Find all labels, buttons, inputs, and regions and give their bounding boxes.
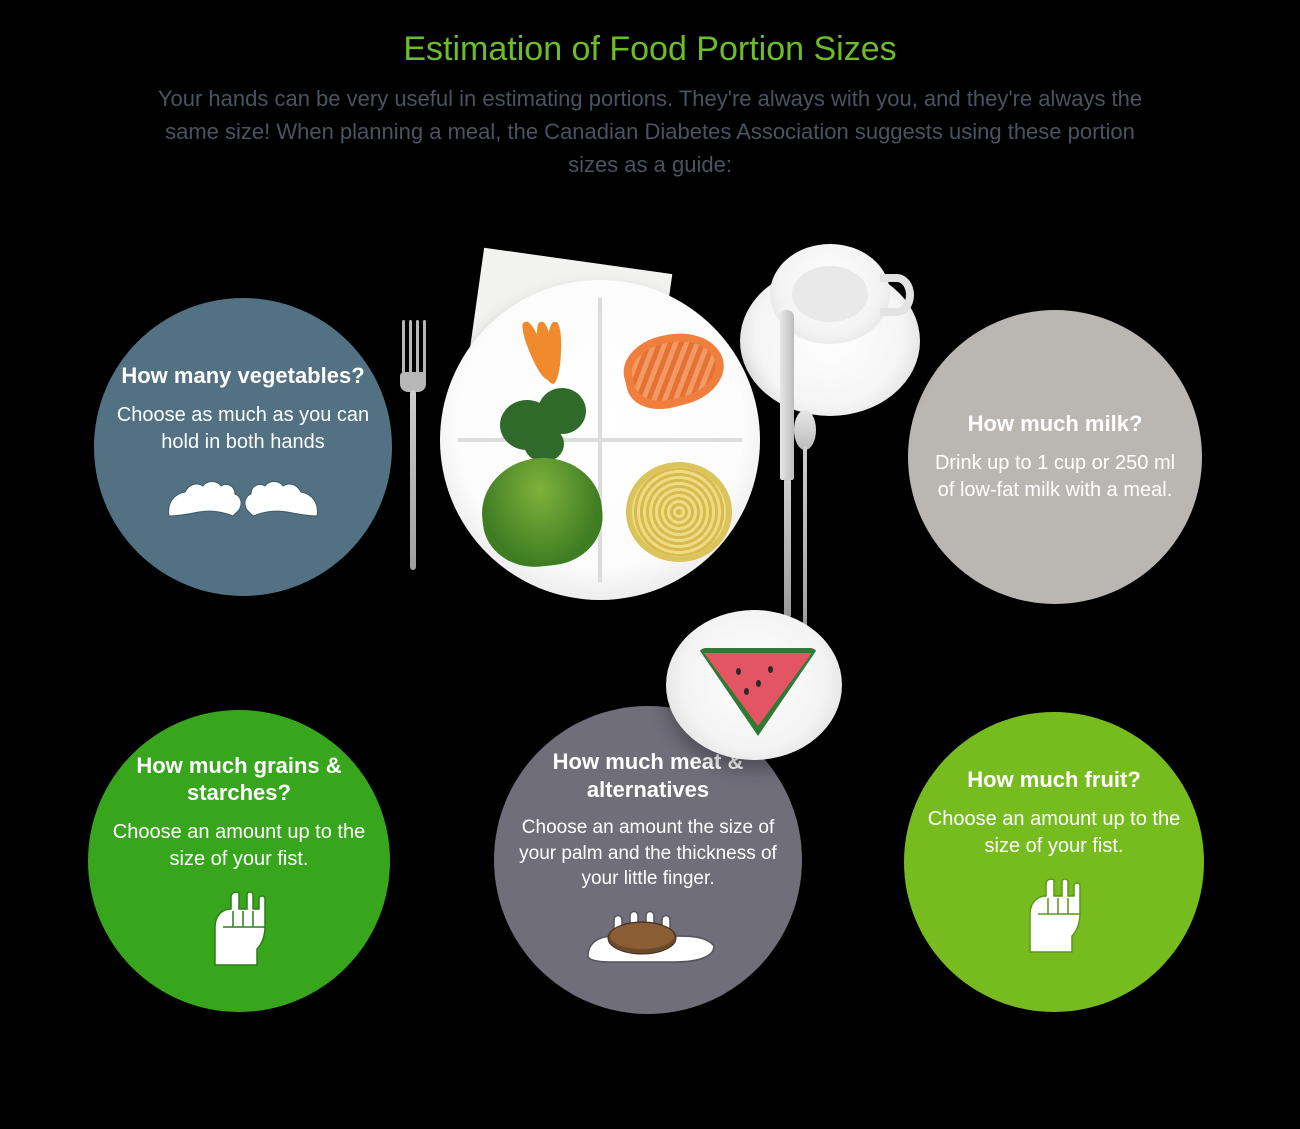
two-hands-icon	[163, 470, 323, 532]
circle-grains: How much grains & starches? Choose an am…	[88, 710, 390, 1012]
infographic-container: Estimation of Food Portion Sizes Your ha…	[0, 0, 1300, 1129]
cup-and-saucer	[740, 226, 920, 406]
fruit-answer: Choose an amount up to the size of your …	[926, 806, 1182, 860]
milk-answer: Drink up to 1 cup or 250 ml of low-fat m…	[930, 450, 1180, 504]
fist-icon	[197, 887, 281, 971]
grains-question: How much grains & starches?	[110, 752, 368, 807]
knife-icon	[776, 310, 798, 620]
circle-milk: How much milk? Drink up to 1 cup or 250 …	[908, 310, 1202, 604]
fork-icon	[404, 320, 422, 570]
vegetables-answer: Choose as much as you can hold in both h…	[116, 402, 370, 456]
meat-answer: Choose an amount the size of your palm a…	[516, 815, 780, 892]
fist-icon	[1012, 874, 1096, 958]
palm-patty-icon	[578, 906, 718, 972]
pasta	[626, 462, 732, 562]
page-title: Estimation of Food Portion Sizes	[0, 30, 1300, 69]
watermelon-slice	[698, 648, 818, 736]
circle-vegetables: How many vegetables? Choose as much as y…	[94, 298, 392, 596]
food-plate-illustration	[430, 230, 870, 730]
spoon-icon	[798, 410, 812, 640]
fruit-question: How much fruit?	[967, 766, 1141, 794]
circle-fruit: How much fruit? Choose an amount up to t…	[904, 712, 1204, 1012]
grains-answer: Choose an amount up to the size of your …	[110, 819, 368, 873]
broccoli	[524, 426, 564, 462]
milk-question: How much milk?	[968, 410, 1143, 438]
page-subtitle: Your hands can be very useful in estimat…	[140, 82, 1160, 181]
vegetables-question: How many vegetables?	[121, 362, 364, 390]
plate-divider	[458, 438, 742, 442]
